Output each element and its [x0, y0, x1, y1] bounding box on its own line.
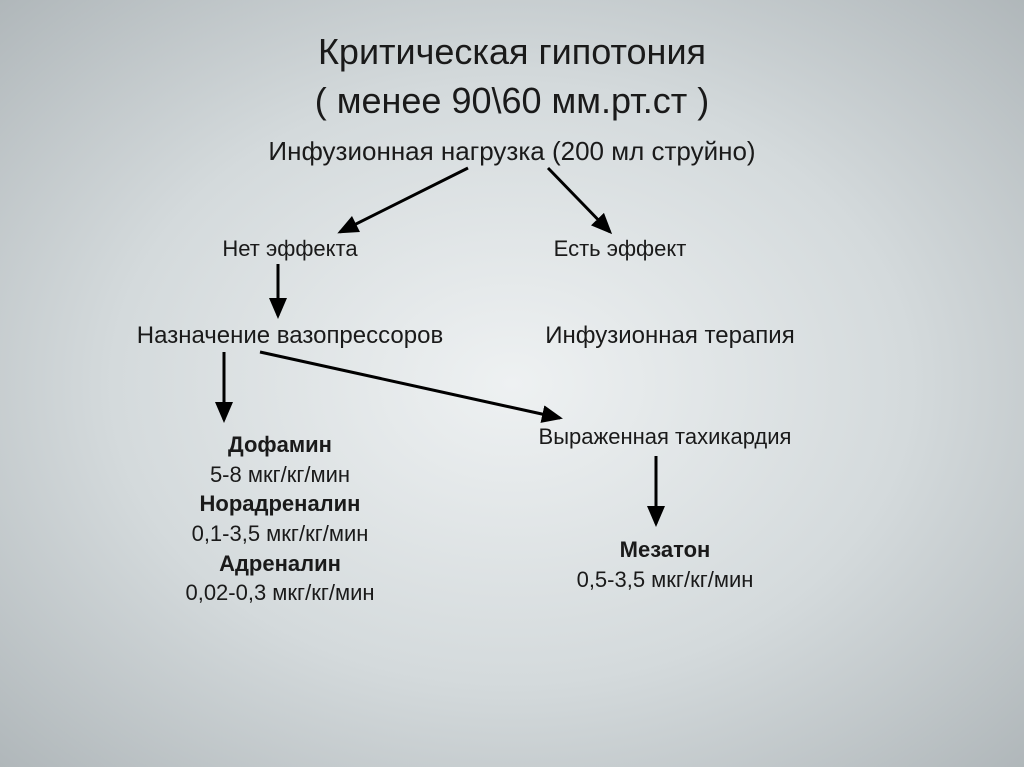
node-infusion-therapy-text: Инфузионная терапия: [545, 322, 794, 349]
arrow: [340, 168, 468, 232]
node-vasopressors: Назначение вазопрессоров: [100, 320, 480, 352]
node-no-effect: Нет эффекта: [150, 234, 430, 264]
node-mezaton: Мезатон0,5-3,5 мкг/кг/мин: [540, 535, 790, 594]
node-tachycardia: Выраженная тахикардия: [520, 422, 810, 452]
drugs-left-line: Дофамин: [140, 430, 420, 460]
node-has-effect: Есть эффект: [500, 234, 740, 264]
node-no-effect-text: Нет эффекта: [222, 236, 357, 261]
drugs-left-line: Норадреналин: [140, 489, 420, 519]
node-drugs-left: Дофамин5-8 мкг/кг/минНорадреналин0,1-3,5…: [140, 430, 420, 608]
arrow: [260, 352, 560, 418]
title-line-2: ( менее 90\60 мм.рт.ст ): [315, 80, 710, 121]
drugs-left-line: 5-8 мкг/кг/мин: [140, 460, 420, 490]
node-infusion-load: Инфузионная нагрузка (200 мл струйно): [0, 134, 1024, 169]
drugs-left-line: 0,02-0,3 мкг/кг/мин: [140, 578, 420, 608]
page-title: Критическая гипотония ( менее 90\60 мм.р…: [0, 28, 1024, 125]
title-line-1: Критическая гипотония: [318, 31, 706, 72]
node-tachycardia-text: Выраженная тахикардия: [539, 424, 792, 449]
drugs-left-line: Адреналин: [140, 549, 420, 579]
node-infusion-load-text: Инфузионная нагрузка (200 мл струйно): [268, 136, 755, 166]
mezaton-line: 0,5-3,5 мкг/кг/мин: [540, 565, 790, 595]
slide: Критическая гипотония ( менее 90\60 мм.р…: [0, 0, 1024, 767]
mezaton-line: Мезатон: [540, 535, 790, 565]
node-vasopressors-text: Назначение вазопрессоров: [137, 322, 443, 349]
drugs-left-line: 0,1-3,5 мкг/кг/мин: [140, 519, 420, 549]
node-has-effect-text: Есть эффект: [554, 236, 687, 261]
node-infusion-therapy: Инфузионная терапия: [520, 320, 820, 352]
arrow: [548, 168, 610, 232]
